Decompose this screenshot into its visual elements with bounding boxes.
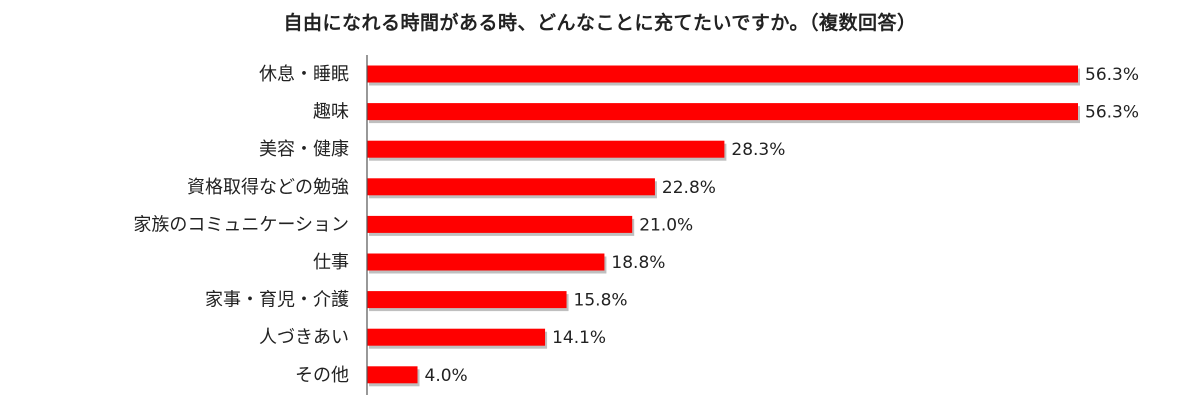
category-label: 家族のコミュニケーション [133, 214, 349, 235]
value-label: 21.0% [639, 215, 693, 235]
bar [367, 366, 418, 384]
value-label: 15.8% [574, 291, 628, 311]
bar-group: 美容・健康 28.3% [259, 139, 785, 161]
bar-group: 家族のコミュニケーション 21.0% [133, 214, 693, 236]
bar [367, 65, 1078, 83]
category-label: 資格取得などの勉強 [187, 177, 349, 198]
bar [367, 328, 546, 346]
category-label: 家事・育児・介護 [205, 290, 349, 311]
bar-group: 仕事 18.8% [313, 252, 665, 274]
chart-title: 自由になれる時間がある時、どんなことに充てたいですか。（複数回答） [283, 12, 917, 34]
value-label: 4.0% [425, 366, 468, 386]
bar [367, 253, 605, 271]
bar [367, 215, 633, 233]
category-label: その他 [295, 365, 349, 386]
bar-group: 趣味 56.3% [313, 102, 1139, 124]
value-label: 28.3% [731, 140, 785, 160]
bar [367, 103, 1078, 121]
category-label: 休息・睡眠 [259, 64, 349, 85]
bar [367, 291, 567, 309]
bar [367, 140, 725, 158]
category-label: 仕事 [313, 252, 349, 273]
value-label: 56.3% [1085, 103, 1139, 123]
value-label: 14.1% [552, 328, 606, 348]
bar [367, 178, 655, 196]
category-label: 人づきあい [259, 327, 349, 348]
bar-group: 家事・育児・介護 15.8% [205, 290, 628, 312]
bar-group: 資格取得などの勉強 22.8% [187, 177, 716, 199]
bar-group: 休息・睡眠 56.3% [259, 64, 1139, 86]
bar-group: 人づきあい 14.1% [259, 327, 606, 349]
bar-group: その他 4.0% [295, 365, 468, 387]
value-label: 18.8% [611, 253, 665, 273]
value-label: 56.3% [1085, 65, 1139, 85]
value-label: 22.8% [662, 178, 716, 198]
category-label: 美容・健康 [259, 139, 349, 160]
category-label: 趣味 [313, 102, 349, 123]
